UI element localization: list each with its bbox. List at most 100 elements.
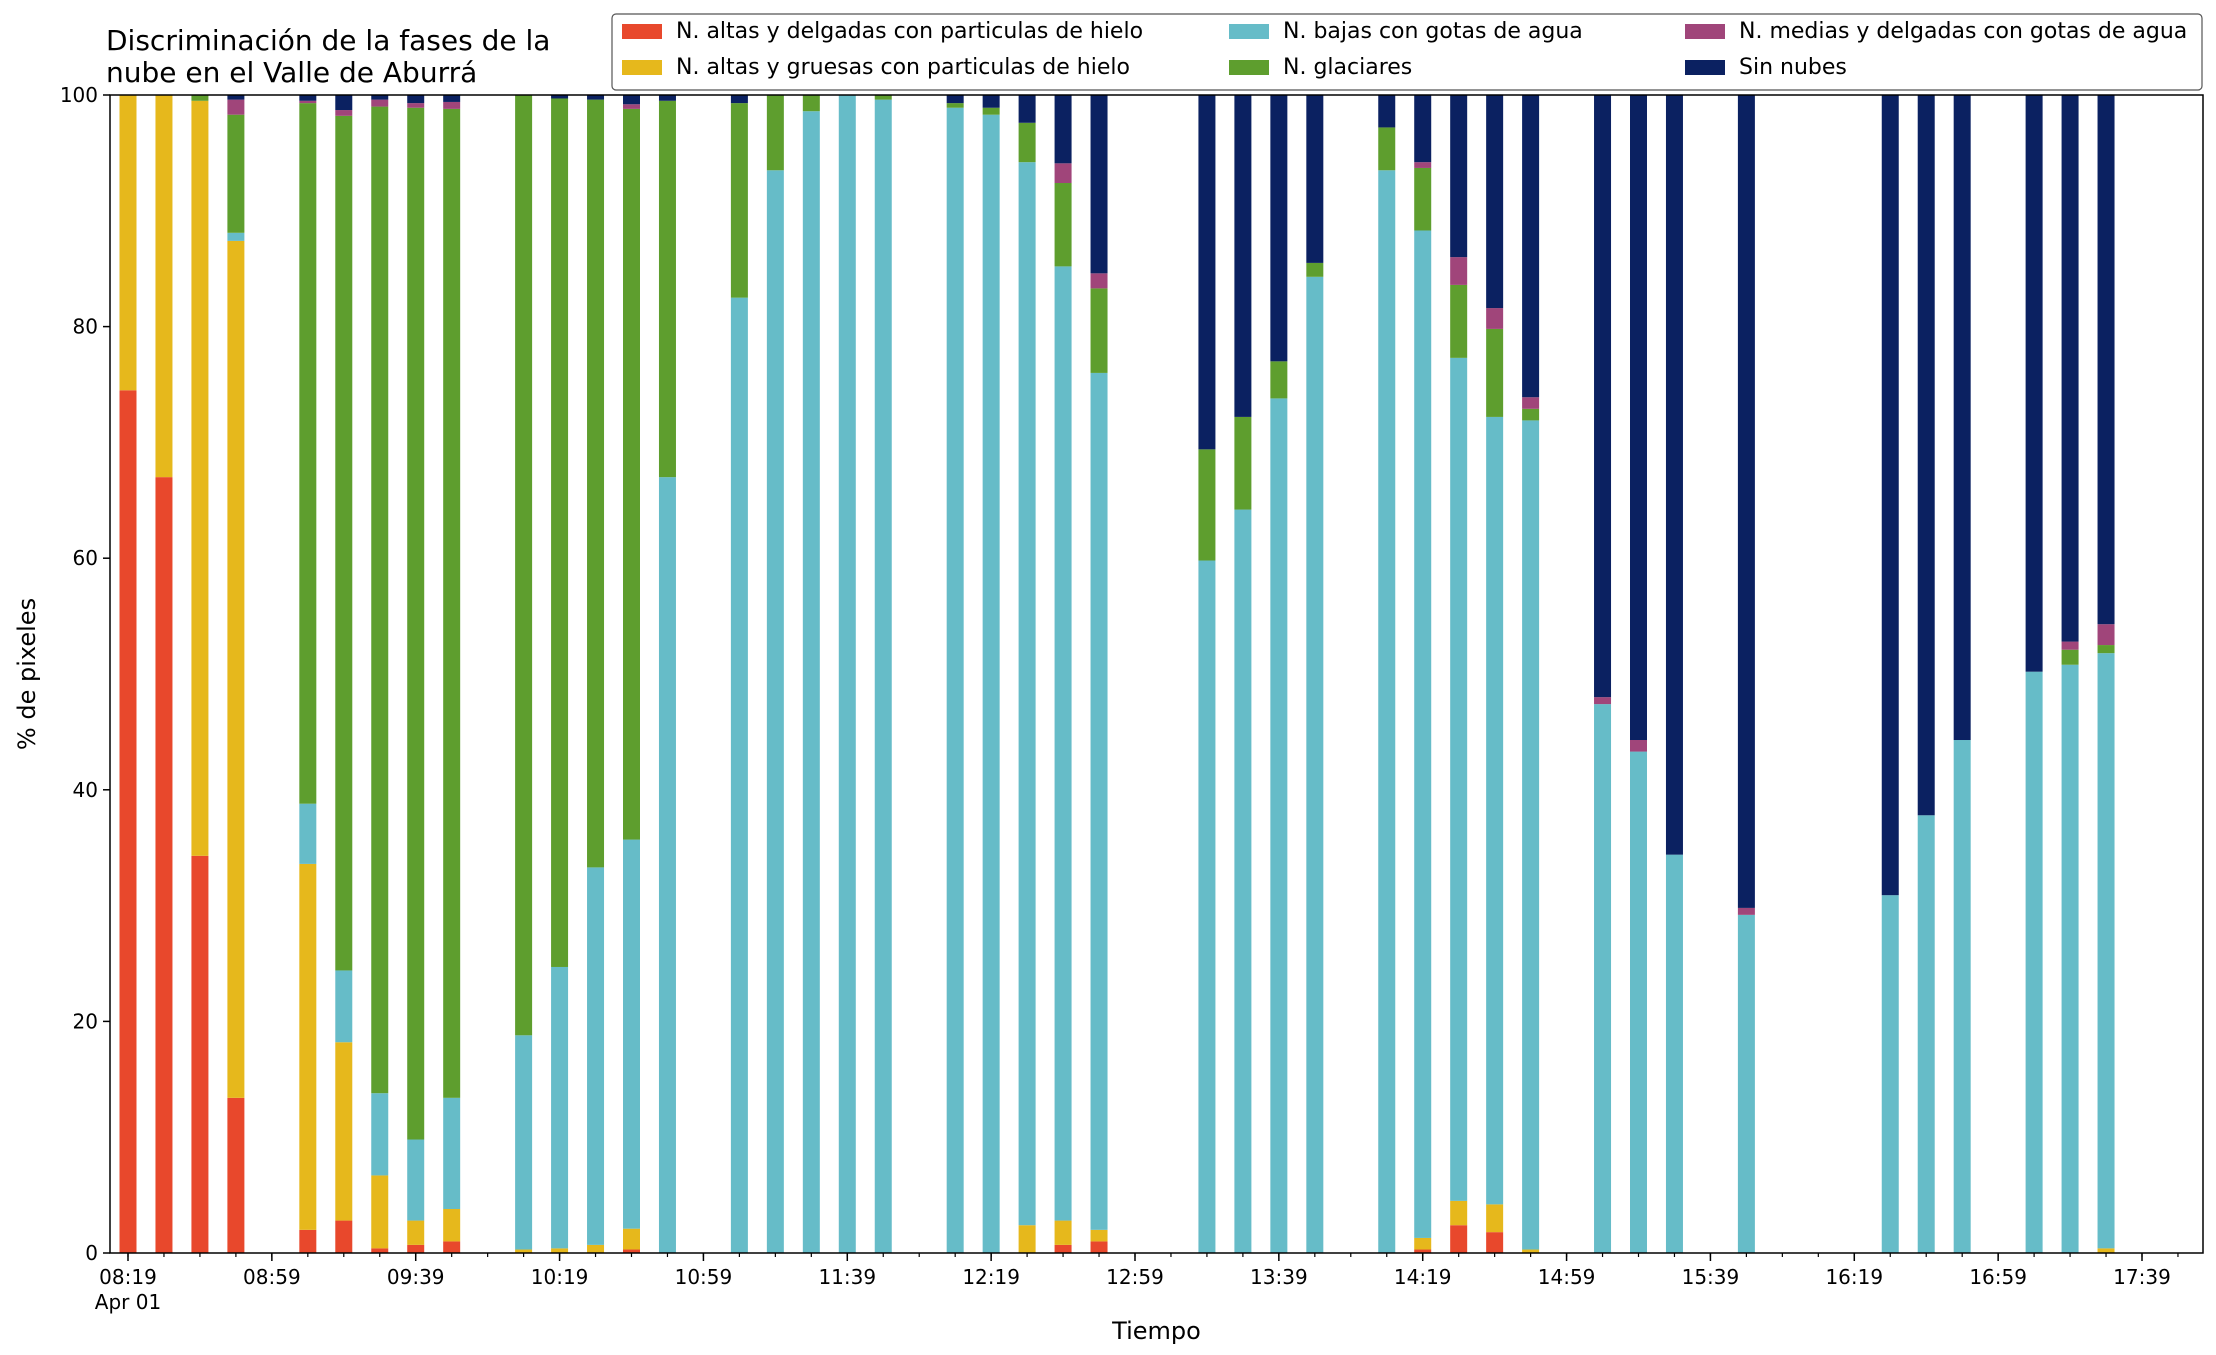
bar-segment-glaciares [802,95,820,112]
bar-segment-glaciares [658,100,676,478]
bar-segment-altas_gruesas [2097,1248,2115,1253]
legend-swatch-altas_gruesas [622,60,662,75]
bar-segment-glaciares [587,99,605,868]
bar-segment-glaciares [515,95,533,1036]
bar-segment-sin_nubes [1450,95,1468,258]
bar-segment-glaciares [371,106,389,1094]
legend-label-altas_gruesas: N. altas y gruesas con particulas de hie… [676,55,1130,80]
bar-segment-bajas_agua [766,170,784,1253]
bar-segment-bajas_agua [946,107,964,1253]
x-tick-label: 12:19 [962,1265,1020,1289]
bar-segment-bajas_agua [443,1097,461,1209]
bar-segment-bajas_agua [407,1139,425,1221]
bar-segment-altas_delgadas [623,1249,640,1253]
x-tick-label: 09:39 [387,1265,445,1289]
bar-segment-sin_nubes [1881,95,1899,896]
bar-segment-glaciares [730,103,748,298]
bar-segment-sin_nubes [730,95,748,104]
bar-segment-sin_nubes [1630,95,1647,741]
bar-segment-glaciares [1234,416,1252,510]
bar-segment-bajas_agua [1953,740,1971,1253]
bar-segment-sin_nubes [1414,95,1432,163]
bar-segment-sin_nubes [1270,95,1288,362]
bar-segment-altas_gruesas [371,1175,389,1249]
x-tick-label: 15:39 [1682,1265,1740,1289]
bar-segment-altas_gruesas [155,95,173,478]
bar-segment-glaciares [1018,122,1036,163]
bar-segment-glaciares [335,115,353,971]
bar-segment-medias_agua [2061,641,2079,650]
bar-segment-altas_gruesas [443,1208,461,1242]
bar-segment-sin_nubes [1198,95,1216,450]
bar-segment-sin_nubes [227,95,245,100]
bar-segment-altas_delgadas [1450,1225,1468,1253]
bar-segment-sin_nubes [1522,95,1540,398]
legend-swatch-sin_nubes [1685,60,1725,75]
chart-title-line: nube en el Valle de Aburrá [106,56,477,89]
bar-segment-altas_delgadas [1414,1249,1432,1253]
x-tick-label: 08:59 [243,1265,301,1289]
bar-segment-glaciares [2097,645,2115,654]
bar-segment-altas_gruesas [1414,1237,1432,1250]
bar-segment-glaciares [982,107,1000,115]
bar-segment-altas_delgadas [335,1220,353,1253]
bar-segment-glaciares [1198,449,1216,561]
bar-segment-medias_agua [1522,397,1540,409]
x-tick-sublabel: Apr 01 [95,1290,161,1314]
bar-segment-bajas_agua [1450,357,1468,1201]
bar-segment-medias_agua [299,100,317,104]
x-tick-label: 08:19 [99,1265,157,1289]
x-tick-label: 13:39 [1250,1265,1308,1289]
bar-segment-medias_agua [623,104,640,109]
bar-segment-altas_delgadas [299,1229,317,1253]
legend-swatch-glaciares [1229,60,1269,75]
bar-segment-medias_agua [1090,273,1108,289]
legend-label-glaciares: N. glaciares [1283,55,1412,80]
bar-segment-sin_nubes [982,95,1000,108]
bar-segment-sin_nubes [1090,95,1108,274]
bar-segment-altas_delgadas [227,1097,245,1253]
bar-segment-altas_delgadas [119,390,137,1253]
bar-segment-bajas_agua [623,839,640,1229]
bar-segment-altas_delgadas [443,1241,461,1253]
bar-segment-glaciares [407,107,425,1140]
bar-segment-sin_nubes [371,95,389,100]
bar-segment-altas_gruesas [1450,1200,1468,1226]
bar-segment-bajas_agua [515,1035,533,1250]
y-tick-label: 60 [73,546,98,570]
y-axis: 0 20 40 60 80 100 [60,83,110,1265]
bar-segment-bajas_agua [802,111,820,1253]
bar-segment-bajas_agua [730,297,748,1253]
bar-segment-sin_nubes [587,95,605,100]
bar-segment-sin_nubes [1054,95,1072,164]
x-tick-label: 16:19 [1825,1265,1883,1289]
bar-segment-altas_gruesas [1090,1229,1108,1242]
bar-segment-glaciares [1414,167,1432,231]
legend-swatch-bajas_agua [1229,24,1269,39]
bar-segment-sin_nubes [1594,95,1612,698]
bar-segment-sin_nubes [1306,95,1324,263]
bar-segment-altas_delgadas [1486,1232,1504,1253]
bar-segment-bajas_agua [2025,671,2043,1253]
bar-segment-glaciares [1486,328,1504,417]
x-axis-title: Tiempo [1111,1317,1201,1345]
bar-segment-sin_nubes [1234,95,1252,417]
bar-segment-bajas_agua [1665,854,1683,1253]
bar-segment-bajas_agua [982,114,1000,1253]
bar-segment-altas_gruesas [119,95,137,391]
bar-segment-glaciares [443,108,461,1098]
bar-segment-altas_gruesas [551,1248,569,1253]
bar-segment-medias_agua [1450,257,1468,285]
bar-segment-bajas_agua [335,970,353,1043]
y-tick-label: 100 [60,83,98,107]
bar-segment-medias_agua [1486,308,1504,329]
x-tick-label: 11:39 [818,1265,876,1289]
legend-swatch-altas_delgadas [622,24,662,39]
bar-segment-sin_nubes [1953,95,1971,741]
legend-label-medias_agua: N. medias y delgadas con gotas de agua [1739,19,2187,44]
x-tick-label: 16:59 [1969,1265,2027,1289]
